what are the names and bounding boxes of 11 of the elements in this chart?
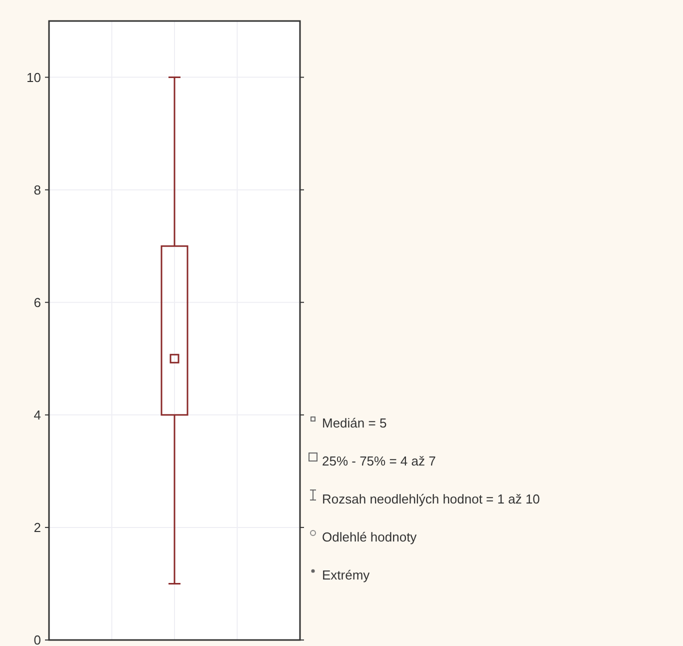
y-tick-label: 2 [34,520,41,536]
text: Odlehlé hodnoty [322,530,418,545]
y-tick-label: 6 [34,294,41,310]
text: Rozsah neodlehlých hodnot = 1 až 10 [322,492,540,507]
text: 25% - 75% = 4 až 7 [322,454,436,469]
y-tick-label: 0 [34,632,41,646]
y-tick-label: 10 [26,70,41,85]
y-tick-label: 4 [34,407,41,422]
text: Extrémy [322,568,370,583]
text: Medián = 5 [322,416,387,431]
y-tick-label: 8 [34,182,41,198]
